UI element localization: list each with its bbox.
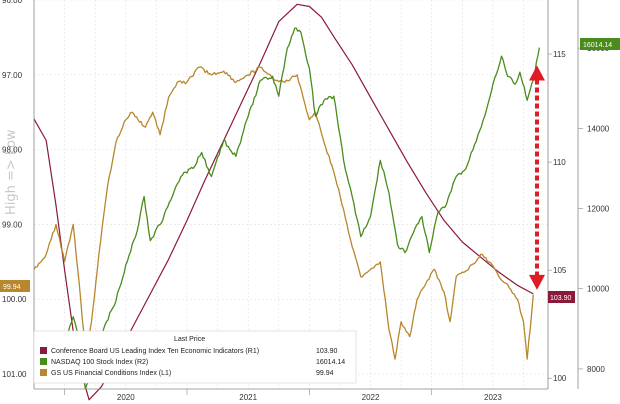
r1-axis-tick-label: 115 — [553, 50, 566, 59]
x-tick-label: 2021 — [239, 393, 257, 402]
r2-axis-tick-label: 10000 — [587, 285, 610, 294]
legend-value-gs-fci: 99.94 — [316, 370, 334, 377]
legend-value-nasdaq: 16014.14 — [316, 359, 345, 366]
x-tick-label: 2023 — [484, 393, 502, 402]
leading-index-line — [33, 3, 534, 401]
r2-axis-tick-label: 8000 — [587, 365, 605, 374]
plot-background — [34, 0, 548, 389]
badge-leading-text: 103.90 — [550, 295, 572, 302]
legend-swatch-nasdaq — [40, 358, 47, 365]
legend-label-nasdaq: NASDAQ 100 Stock Index (R2) — [51, 359, 148, 366]
badge-leading-last: 103.90 — [548, 291, 575, 303]
legend-swatch-gs-fci — [40, 369, 47, 376]
legend-label-leading-index: Conference Board US Leading Index Ten Ec… — [51, 348, 259, 355]
left-axis-tick-label: 101.00 — [2, 370, 27, 379]
badge-gsfci-bg — [0, 280, 30, 292]
legend: Last Price Conference Board US Leading I… — [33, 330, 357, 384]
r2-axis-tick-label: 14000 — [587, 124, 610, 133]
double-arrow-annotation — [528, 65, 545, 290]
legend-label-gs-fci: GS US Financial Conditions Index (L1) — [51, 370, 171, 377]
arrow-head-up — [528, 65, 545, 81]
series-group — [33, 3, 541, 401]
arrow-head-down — [528, 274, 545, 290]
legend-header: Last Price — [174, 336, 205, 343]
badge-nasdaq-last: 16014.14 — [580, 38, 620, 50]
left-axis-side-label: High => Low — [4, 129, 19, 215]
legend-swatch-leading-index — [40, 347, 47, 354]
r1-axis-tick-label: 110 — [553, 158, 566, 167]
legend-box — [33, 330, 357, 384]
badge-nasdaq-bg — [580, 38, 620, 50]
nasdaq-line — [45, 27, 541, 390]
x-tick-label: 2022 — [362, 393, 380, 402]
legend-value-leading-index: 103.90 — [316, 348, 338, 355]
badge-gsfci-last: 99.94 — [0, 280, 30, 292]
badge-nasdaq-text: 16014.14 — [583, 42, 612, 49]
r1-axis-tick-label: 105 — [553, 266, 567, 275]
left-axis-tick-label: 97.00 — [2, 71, 23, 80]
left-axis-tick-label: 96.00 — [2, 0, 23, 5]
x-tick-label: 2020 — [117, 393, 135, 402]
axes: 2020 2021 2022 2023 96.00 97.00 98.00 99.00 100.… — [2, 0, 610, 402]
left-axis-tick-label: 99.00 — [2, 220, 23, 229]
r1-axis-tick-label: 100 — [553, 374, 567, 383]
left-axis-tick-label: 98.00 — [2, 146, 23, 155]
gs-fci-line — [33, 66, 534, 360]
r2-axis-tick-label: 12000 — [587, 205, 610, 214]
badge-leading-bg — [548, 291, 575, 303]
badge-gsfci-text: 99.94 — [3, 284, 21, 291]
left-axis-tick-label: 100.00 — [2, 295, 27, 304]
